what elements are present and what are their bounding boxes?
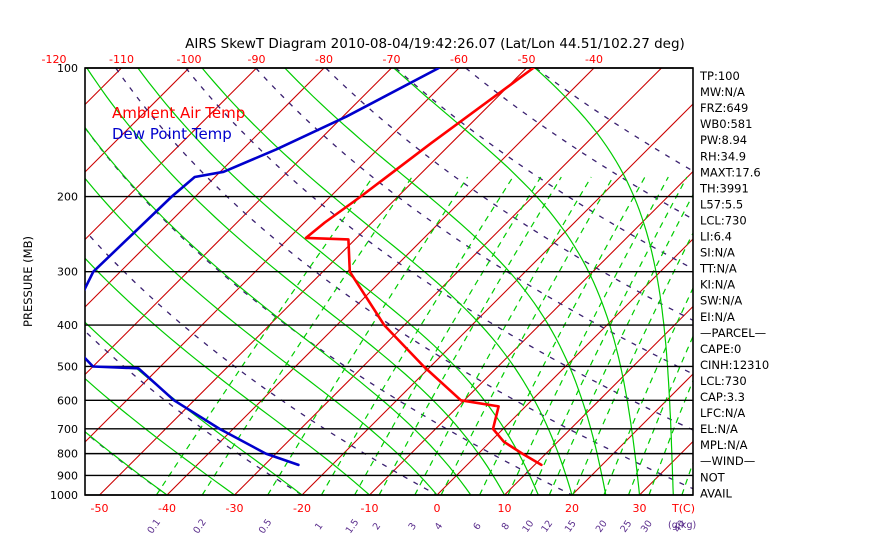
pressure-tick-label: 1000 xyxy=(50,489,78,502)
pressure-tick-label: 600 xyxy=(57,394,78,407)
pressure-axis-label: PRESSURE (MB) xyxy=(21,236,35,327)
dewpoint-profile-curve xyxy=(85,68,441,467)
sidebar-parameter-item: NOT xyxy=(700,470,726,484)
sidebar-parameter-item: PW:8.94 xyxy=(700,133,747,147)
chart-text-layer: AIRS SkewT Diagram 2010-08-04/19:42:26.0… xyxy=(21,36,696,536)
sidebar-parameter-item: —WIND— xyxy=(700,454,755,468)
sidebar-parameter-item: LI:6.4 xyxy=(700,230,732,244)
pressure-tick-label: 200 xyxy=(57,191,78,204)
sidebar-parameter-item: AVAIL xyxy=(700,486,733,500)
sidebar-parameter-item: CAPE:0 xyxy=(700,342,741,356)
sidebar-parameter-item: TP:100 xyxy=(699,69,740,83)
sidebar-parameter-item: WB0:581 xyxy=(700,117,752,131)
top-temp-tick-label: -50 xyxy=(518,53,536,66)
top-temp-tick-label: -80 xyxy=(315,53,333,66)
pressure-tick-label: 500 xyxy=(57,360,78,373)
pressure-tick-label: 700 xyxy=(57,423,78,436)
sidebar-parameter-item: SI:N/A xyxy=(700,246,735,260)
bottom-temp-tick-label: 0 xyxy=(434,502,441,515)
sidebar-parameter-item: CINH:12310 xyxy=(700,358,769,372)
pressure-tick-label: 800 xyxy=(57,448,78,461)
sidebar-parameter-item: FRZ:649 xyxy=(700,101,748,115)
legend-dew-point-temp: Dew Point Temp xyxy=(112,125,232,143)
mixing-ratio-lines xyxy=(155,176,693,495)
top-temp-tick-label: -40 xyxy=(585,53,603,66)
bottom-temp-tick-label: -30 xyxy=(226,502,244,515)
sidebar-parameter-item: SW:N/A xyxy=(700,294,742,308)
ambient-temp-profile-curve xyxy=(304,68,543,467)
bottom-temp-tick-label: 30 xyxy=(633,502,647,515)
top-temp-tick-label: -90 xyxy=(248,53,266,66)
top-temp-tick-label: -70 xyxy=(383,53,401,66)
pressure-tick-label: 900 xyxy=(57,469,78,482)
sidebar-parameter-item: RH:34.9 xyxy=(700,149,746,163)
sidebar-parameter-item: EL:N/A xyxy=(700,422,738,436)
mixing-ratio-tick-label: 8 xyxy=(500,521,512,532)
mixing-ratio-tick-label: 1 xyxy=(313,521,325,532)
temp-axis-label: T(C) xyxy=(671,502,695,515)
sidebar-parameter-item: EI:N/A xyxy=(700,310,735,324)
sidebar-parameter-item: MAXT:17.6 xyxy=(700,165,761,179)
sidebar-parameter-item: LFC:N/A xyxy=(700,406,745,420)
mixing-ratio-tick-label: 4 xyxy=(433,521,445,532)
mixing-ratio-axis-label: (g/kg) xyxy=(668,520,696,531)
mixing-ratio-tick-label: 2 xyxy=(371,521,383,532)
pressure-tick-label: 100 xyxy=(57,62,78,75)
sidebar-parameter-item: MPL:N/A xyxy=(700,438,748,452)
sidebar-parameter-item: KI:N/A xyxy=(700,278,735,292)
sidebar-parameter-item: L57:5.5 xyxy=(700,197,743,211)
mixing-ratio-tick-label: 6 xyxy=(471,521,483,532)
mixing-ratio-tick-label: 3 xyxy=(407,521,419,532)
top-temp-tick-label: -120 xyxy=(42,53,67,66)
pressure-tick-label: 400 xyxy=(57,319,78,332)
moist-adiabat-lines xyxy=(85,68,674,495)
sidebar-parameter-item: CAP:3.3 xyxy=(700,390,745,404)
bottom-temp-tick-label: 20 xyxy=(565,502,579,515)
pressure-tick-label: 300 xyxy=(57,266,78,279)
sidebar-parameters: TP:100 MW:N/A FRZ:649 WB0:581 PW:8.94 RH:34.9… xyxy=(699,69,769,500)
sidebar-parameter-item: LCL:730 xyxy=(700,213,747,227)
sidebar-parameter-item: LCL:730 xyxy=(700,374,747,388)
bottom-temp-tick-label: -20 xyxy=(293,502,311,515)
sidebar-parameter-item: —PARCEL— xyxy=(700,326,766,340)
plot-frame xyxy=(84,67,694,496)
bottom-temp-tick-label: -10 xyxy=(361,502,379,515)
bottom-temp-tick-label: 10 xyxy=(498,502,512,515)
chart-title: AIRS SkewT Diagram 2010-08-04/19:42:26.0… xyxy=(185,36,685,52)
top-temp-tick-label: -100 xyxy=(177,53,202,66)
bottom-temp-tick-label: -50 xyxy=(91,502,109,515)
sidebar-parameter-item: TH:3991 xyxy=(699,181,749,195)
isotherm-lines xyxy=(85,68,693,495)
sidebar-parameter-item: TT:N/A xyxy=(699,262,737,276)
top-temp-tick-label: -110 xyxy=(109,53,134,66)
sidebar-parameter-item: MW:N/A xyxy=(700,85,745,99)
bottom-temp-tick-label: -40 xyxy=(158,502,176,515)
top-temp-tick-label: -60 xyxy=(450,53,468,66)
legend-ambient-air-temp: Ambient Air Temp xyxy=(112,104,245,122)
